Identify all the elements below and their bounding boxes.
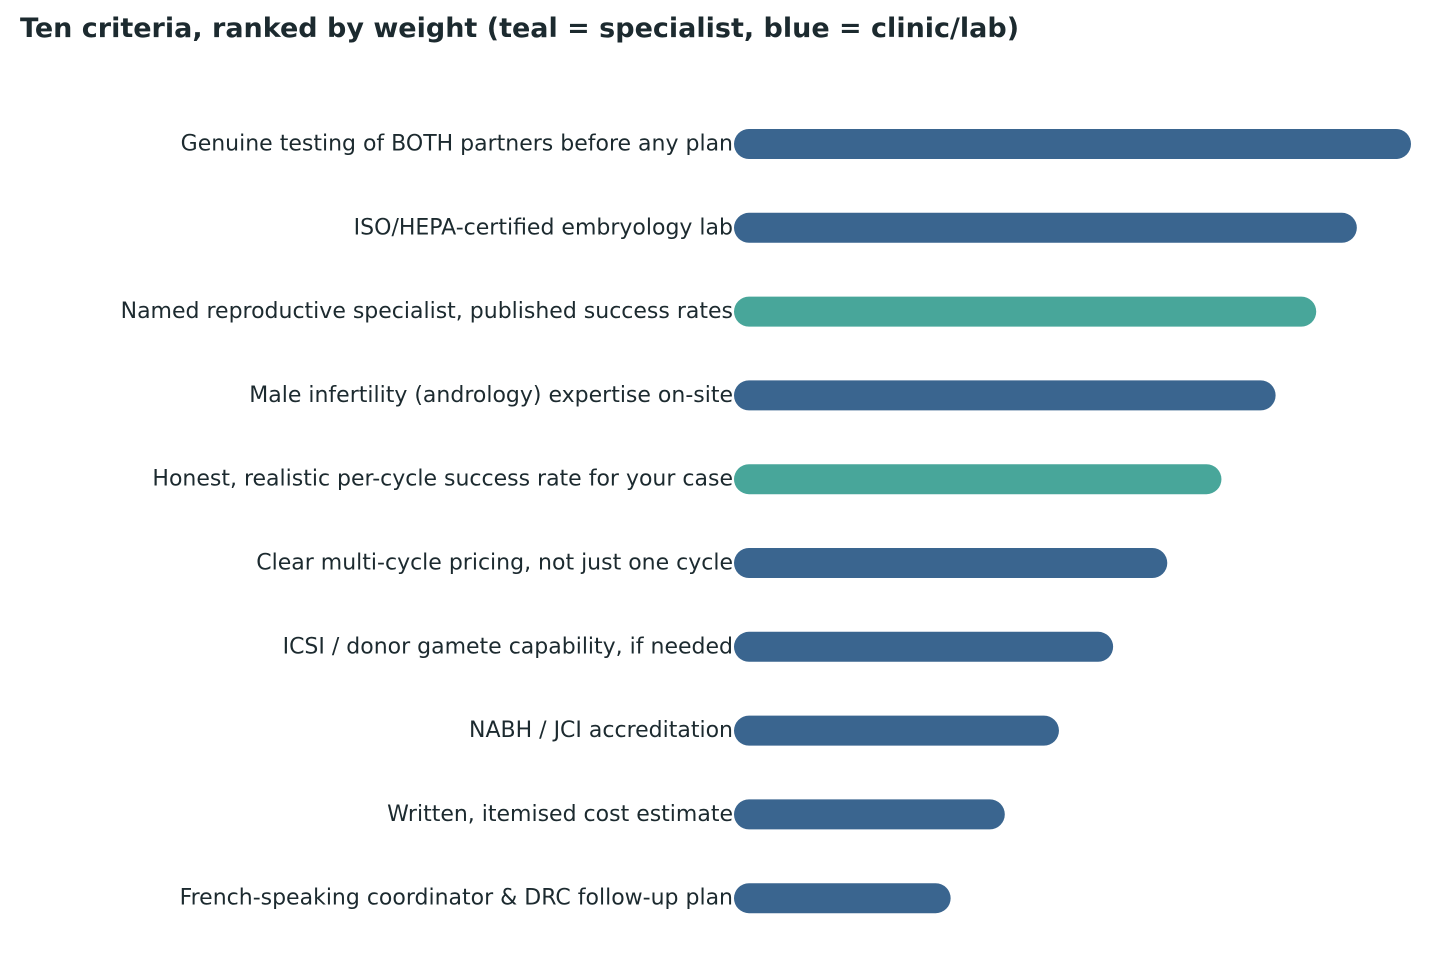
category-label-4: Male infertility (andrology) expertise o… [249, 383, 733, 408]
chart-title: Ten criteria, ranked by weight (teal = s… [20, 13, 1020, 44]
category-label-8: NABH / JCI accreditation [469, 718, 733, 743]
category-labels: Genuine testing of BOTH partners before … [121, 132, 733, 911]
bar-5 [734, 464, 1222, 495]
bar-8 [734, 715, 1059, 746]
bar-6 [734, 548, 1168, 578]
bar-7 [734, 631, 1114, 662]
bars-layer [734, 129, 1411, 914]
bar-3 [734, 296, 1317, 327]
bar-4 [734, 380, 1276, 411]
bar-10 [734, 883, 951, 914]
category-label-3: Named reproductive specialist, published… [121, 299, 733, 324]
bar-9 [734, 799, 1005, 830]
category-label-5: Honest, realistic per-cycle success rate… [152, 467, 733, 492]
bar-2 [734, 212, 1357, 243]
category-label-1: Genuine testing of BOTH partners before … [181, 132, 733, 157]
category-label-9: Written, itemised cost estimate [387, 802, 733, 827]
category-label-7: ICSI / donor gamete capability, if neede… [283, 634, 733, 659]
category-label-2: ISO/HEPA-certified embryology lab [354, 215, 733, 240]
bar-1 [734, 129, 1411, 159]
category-label-10: French-speaking coordinator & DRC follow… [180, 886, 733, 911]
category-label-6: Clear multi-cycle pricing, not just one … [256, 551, 733, 576]
